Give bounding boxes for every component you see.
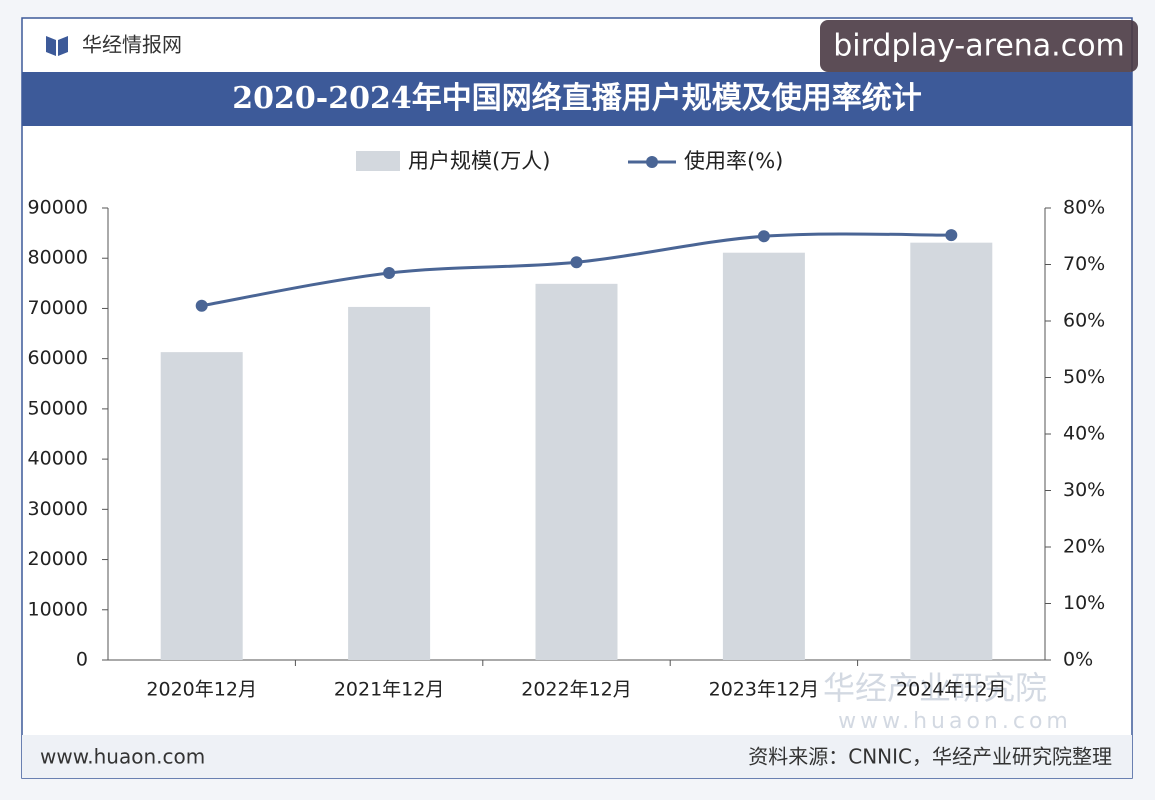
bar [160, 352, 243, 660]
x-tick-label: 2024年12月 [896, 679, 1007, 701]
legend-marker [646, 156, 658, 168]
bar [910, 242, 993, 661]
legend-label: 使用率(%) [684, 149, 783, 173]
footer-url: www.huaon.com [40, 745, 205, 769]
y2-tick-label: 70% [1063, 253, 1105, 275]
bar [535, 283, 618, 660]
y-tick-label: 20000 [28, 548, 88, 570]
y2-tick-label: 40% [1063, 423, 1105, 445]
logo [46, 36, 68, 56]
line-point [195, 299, 208, 312]
y2-tick-label: 30% [1063, 479, 1105, 501]
y-tick-label: 30000 [28, 498, 88, 520]
bar [722, 252, 805, 660]
y-tick-label: 10000 [28, 598, 88, 620]
y-tick-label: 60000 [28, 347, 88, 369]
y2-tick-label: 60% [1063, 310, 1105, 332]
legend-label: 用户规模(万人) [408, 149, 550, 173]
y2-tick-label: 0% [1063, 649, 1093, 671]
footer-bar [22, 735, 1132, 778]
line-point [570, 256, 583, 269]
y2-tick-label: 50% [1063, 366, 1105, 388]
legend-swatch [356, 151, 400, 171]
watermark: birdplay-arena.com [833, 29, 1125, 64]
watermark-box [820, 20, 1138, 72]
y-tick-label: 90000 [28, 197, 88, 219]
y-tick-label: 50000 [28, 397, 88, 419]
stamp-url: www.huaon.com [838, 709, 1072, 734]
chart-title: 2020-2024年中国网络直播用户规模及使用率统计 [232, 81, 921, 116]
y-tick-label: 0 [76, 649, 88, 671]
footer-source: 资料来源：CNNIC，华经产业研究院整理 [748, 745, 1112, 769]
y2-tick-label: 10% [1063, 592, 1105, 614]
y-tick-label: 80000 [28, 247, 88, 269]
line-point [383, 266, 396, 279]
title-bar [22, 72, 1132, 126]
y-tick-label: 40000 [28, 448, 88, 470]
x-tick-label: 2022年12月 [521, 679, 632, 701]
line-point [945, 229, 958, 242]
x-tick-label: 2020年12月 [146, 679, 257, 701]
line-point [757, 230, 770, 243]
x-tick-label: 2021年12月 [334, 679, 445, 701]
stamp: 华经产业研究院 [823, 669, 1047, 707]
brand: 华经情报网 [82, 33, 182, 57]
x-tick-label: 2023年12月 [709, 679, 820, 701]
bar [348, 306, 431, 660]
y-tick-label: 70000 [28, 297, 88, 319]
y2-tick-label: 20% [1063, 536, 1105, 558]
y2-tick-label: 80% [1063, 197, 1105, 219]
